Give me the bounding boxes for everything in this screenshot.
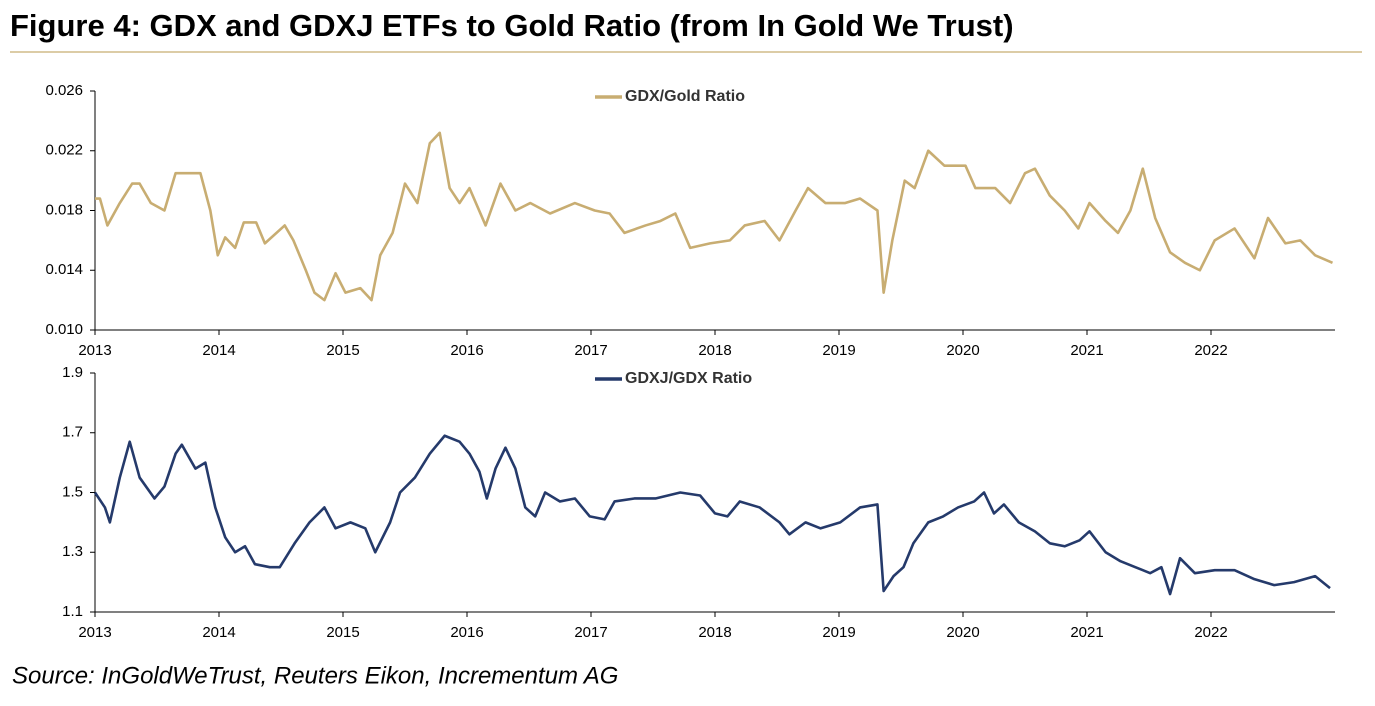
x-tick-label: 2018	[698, 342, 731, 359]
y-tick-label: 0.014	[45, 261, 83, 278]
x-tick-label: 2019	[822, 624, 855, 641]
data-line	[95, 131, 1334, 302]
legend-label: GDX/Gold Ratio	[625, 88, 745, 105]
legend-label: GDXJ/GDX Ratio	[625, 370, 752, 387]
x-tick-label: 2016	[450, 342, 483, 359]
x-tick-label: 2021	[1070, 342, 1103, 359]
figure-title: Figure 4: GDX and GDXJ ETFs to Gold Rati…	[10, 8, 1014, 43]
x-tick-label: 2022	[1194, 342, 1227, 359]
x-tick-label: 2018	[698, 624, 731, 641]
data-line	[93, 434, 1331, 596]
y-tick-label: 0.010	[45, 321, 83, 338]
x-tick-label: 2015	[326, 624, 359, 641]
y-tick-label: 0.026	[45, 82, 83, 99]
y-tick-label: 0.022	[45, 142, 83, 159]
x-tick-label: 2017	[574, 342, 607, 359]
y-tick-label: 1.3	[62, 543, 83, 560]
x-tick-label: 2020	[946, 342, 979, 359]
x-tick-label: 2019	[822, 342, 855, 359]
x-tick-label: 2014	[202, 342, 235, 359]
x-tick-label: 2013	[78, 342, 111, 359]
y-tick-label: 1.7	[62, 424, 83, 441]
x-tick-label: 2013	[78, 624, 111, 641]
x-tick-label: 2021	[1070, 624, 1103, 641]
source-note: Source: InGoldWeTrust, Reuters Eikon, In…	[12, 662, 618, 689]
y-tick-label: 0.018	[45, 201, 83, 218]
y-tick-label: 1.1	[62, 603, 83, 620]
y-tick-label: 1.9	[62, 364, 83, 381]
x-tick-label: 2017	[574, 624, 607, 641]
x-tick-label: 2016	[450, 624, 483, 641]
y-tick-label: 1.5	[62, 483, 83, 500]
x-tick-label: 2020	[946, 624, 979, 641]
x-tick-label: 2014	[202, 624, 235, 641]
x-tick-label: 2015	[326, 342, 359, 359]
x-tick-label: 2022	[1194, 624, 1227, 641]
